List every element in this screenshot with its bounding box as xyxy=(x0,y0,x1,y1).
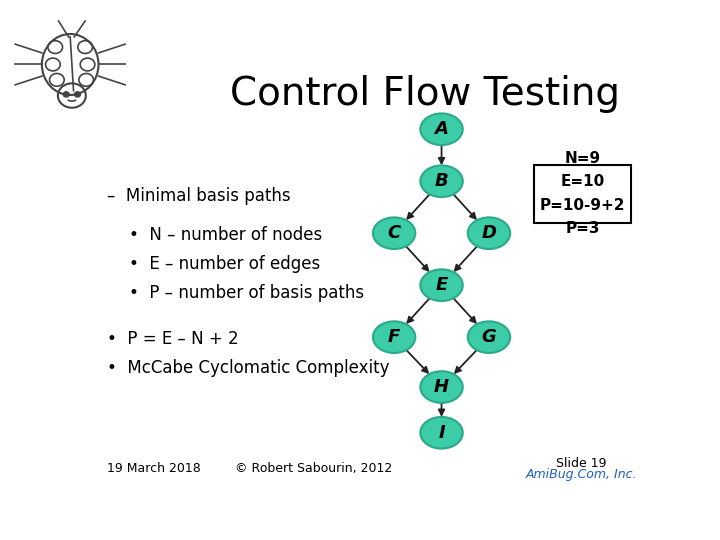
Circle shape xyxy=(420,417,463,449)
Text: AmiBug.Com, Inc.: AmiBug.Com, Inc. xyxy=(526,468,636,481)
Text: N=9
E=10
P=10-9+2
P=3: N=9 E=10 P=10-9+2 P=3 xyxy=(540,151,625,237)
Text: •  P = E – N + 2: • P = E – N + 2 xyxy=(107,330,238,348)
Text: •  E – number of edges: • E – number of edges xyxy=(129,255,320,273)
Circle shape xyxy=(420,113,463,145)
Text: F: F xyxy=(388,328,400,346)
Circle shape xyxy=(75,92,81,97)
Circle shape xyxy=(468,321,510,353)
Circle shape xyxy=(420,165,463,197)
Circle shape xyxy=(468,218,510,249)
Text: B: B xyxy=(435,172,449,190)
Text: –  Minimal basis paths: – Minimal basis paths xyxy=(107,187,290,205)
Text: D: D xyxy=(482,224,497,242)
Circle shape xyxy=(373,218,415,249)
Text: 19 March 2018: 19 March 2018 xyxy=(107,462,200,475)
Text: G: G xyxy=(482,328,496,346)
Text: I: I xyxy=(438,424,445,442)
Text: E: E xyxy=(436,276,448,294)
Circle shape xyxy=(420,371,463,403)
Text: •  P – number of basis paths: • P – number of basis paths xyxy=(129,285,364,302)
Text: •  McCabe Cyclomatic Complexity: • McCabe Cyclomatic Complexity xyxy=(107,359,390,377)
Bar xyxy=(534,165,631,223)
Circle shape xyxy=(63,92,69,97)
Text: © Robert Sabourin, 2012: © Robert Sabourin, 2012 xyxy=(235,462,392,475)
Text: A: A xyxy=(435,120,449,138)
Text: H: H xyxy=(434,378,449,396)
Circle shape xyxy=(420,269,463,301)
Circle shape xyxy=(373,321,415,353)
Text: C: C xyxy=(387,224,401,242)
Text: Control Flow Testing: Control Flow Testing xyxy=(230,75,620,113)
Text: •  N – number of nodes: • N – number of nodes xyxy=(129,226,323,244)
Text: Slide 19: Slide 19 xyxy=(556,457,606,470)
